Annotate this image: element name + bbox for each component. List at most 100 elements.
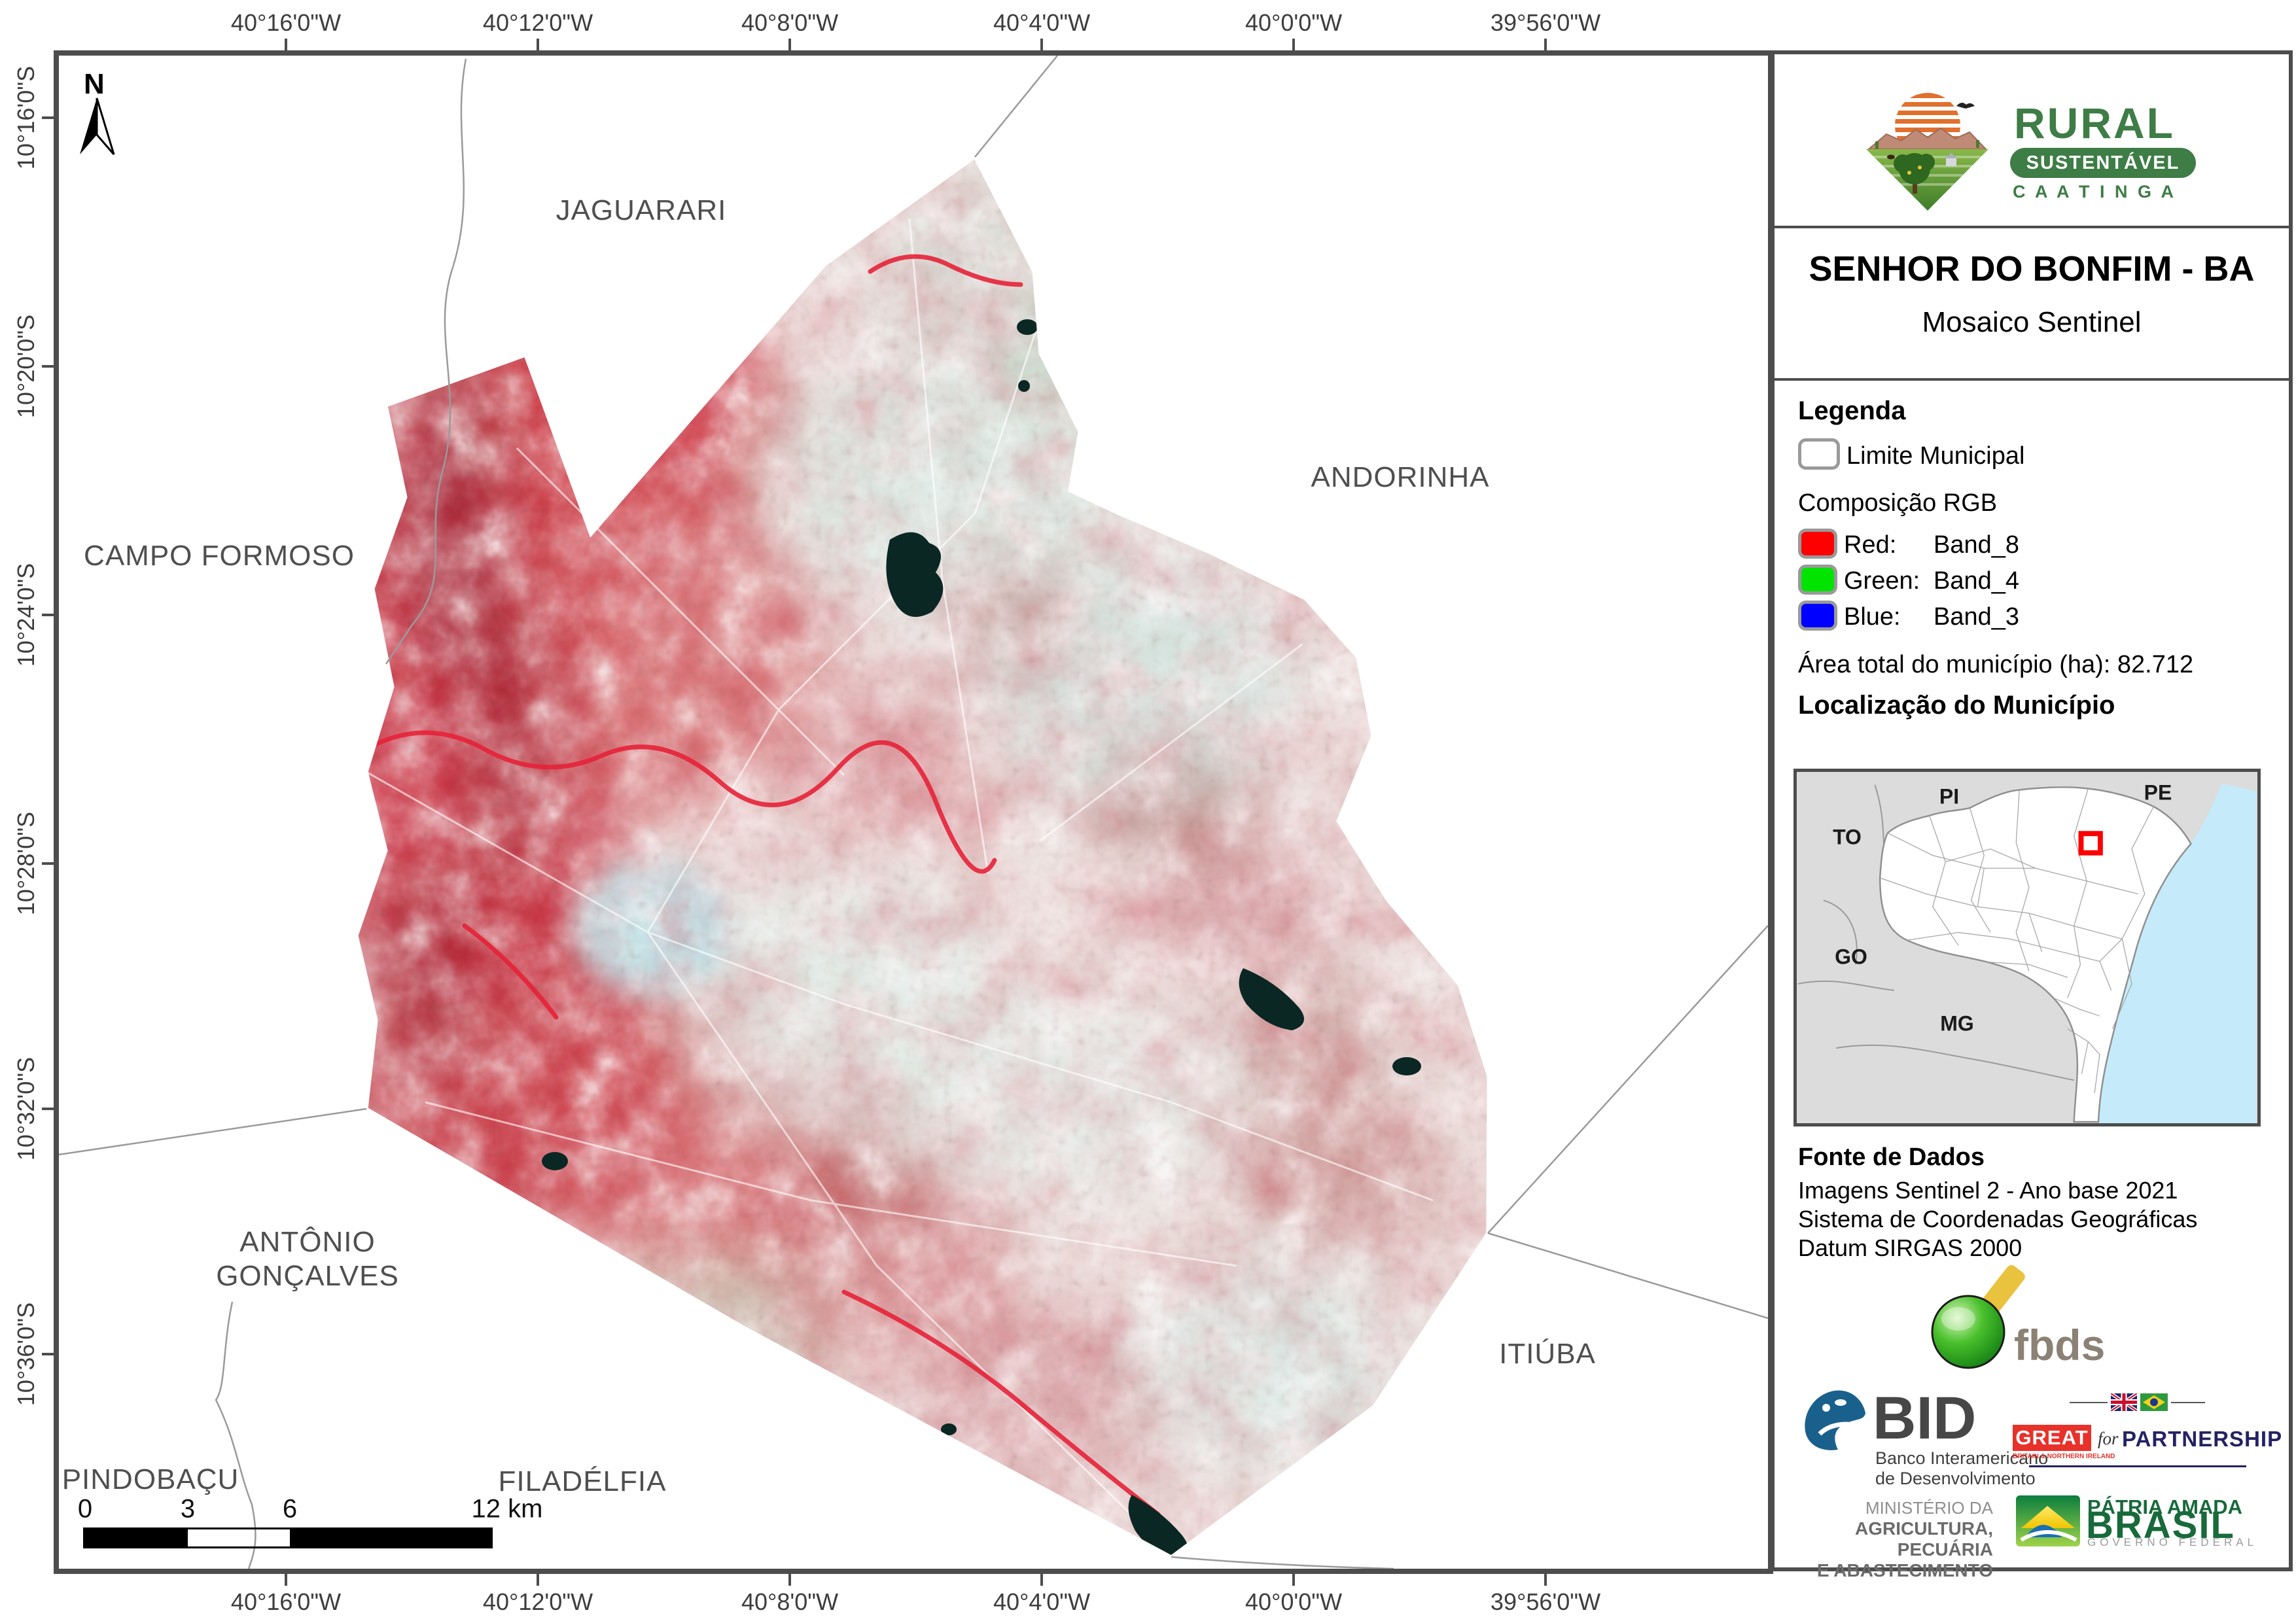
lon-label-top: 40°16'0"W [230,9,342,36]
tick-mark [788,1574,791,1586]
panel-divider [1775,226,2289,228]
neighbor-label-andorinha: ANDORINHA [1311,461,1490,493]
map-title: SENHOR DO BONFIM - BA [1809,249,2255,288]
hut-icon [1945,153,1958,166]
tick-mark [42,365,54,368]
great-box: GREAT [2013,1425,2091,1451]
legend-heading: Legenda [1798,396,1906,425]
tick-mark [1544,1574,1547,1586]
tick-mark [1040,39,1043,50]
neighbor-boundaries [59,56,1768,1569]
legend-band: Band_4 [1934,567,2020,595]
panel-frame [1771,50,2293,1571]
satellite-mosaic [59,56,1768,1569]
ministerio-block: MINISTÉRIO DA AGRICULTURA, PECUÁRIA E AB… [1798,1498,1993,1581]
legend-area-total: Área total do município (ha): 82.712 [1798,651,2194,678]
tick-mark [537,39,539,50]
inset-state-mg: MG [1940,1011,1974,1036]
inset-state-pe: PE [2144,780,2172,805]
great-for: for [2098,1429,2119,1448]
legend-swatch-blue [1798,601,1837,631]
partnership-underline [2029,1465,2246,1467]
legend-channel: Blue: [1844,603,1901,631]
tick-mark [42,862,54,865]
fonte-heading: Fonte de Dados [1798,1143,1985,1171]
lon-label-bottom: 40°0'0"W [1245,1588,1343,1615]
legend-swatch-green [1798,565,1837,595]
neighbor-label-antonio-goncalves: ANTÔNIO GONÇALVES [216,1225,399,1293]
lon-label-bottom: 39°56'0"W [1490,1588,1601,1615]
neighbor-label-itiuba: ITIÚBA [1499,1338,1596,1370]
brand-rural: RURAL [2014,99,2175,147]
brand-caatinga: C A A T I N G A [2013,182,2176,201]
lat-label: 10°28'0"S [12,811,39,916]
tree-icon [1894,153,1935,194]
bid-subtitle-line: de Desenvolvimento [1875,1469,2036,1488]
tick-mark [42,614,54,616]
fonte-line: Imagens Sentinel 2 - Ano base 2021 [1798,1177,2178,1204]
north-label: N [84,68,105,100]
brasil-line1: PÁTRIA AMADA [2087,1495,2243,1518]
neighbor-label-line: ANTÔNIO [239,1226,376,1258]
lon-label-top: 40°8'0"W [741,9,839,36]
tick-mark [1040,1574,1043,1586]
scalebar-segment [188,1529,290,1546]
great-subtext: BRITAIN & NORTHERN IRELAND [2013,1453,2115,1460]
tick-mark [42,1108,54,1110]
scalebar-label-3: 3 [180,1494,196,1524]
scalebar-segment [85,1529,188,1546]
uk-flag-icon [2111,1393,2137,1411]
lon-label-bottom: 40°16'0"W [230,1588,342,1615]
tick-mark [1292,1574,1295,1586]
scalebar-label-12: 12 km [471,1494,543,1524]
brasil-line2: BRASIL [2086,1504,2235,1546]
scalebar-label-6: 6 [282,1494,298,1524]
fonte-line: Datum SIRGAS 2000 [1798,1234,2022,1261]
ministerio-line: MINISTÉRIO DA [1865,1498,1993,1518]
inset-state-pi: PI [1939,784,1960,809]
lon-label-top: 39°56'0"W [1490,9,1601,36]
inset-state-to: TO [1833,825,1862,849]
tick-mark [285,39,287,50]
north-arrow-icon [80,97,115,155]
brasil-gov-logo-icon [2016,1495,2080,1546]
ministerio-line: AGRICULTURA, PECUÁRIA [1854,1518,1993,1560]
municipal-boundary [355,154,1491,1559]
lat-label: 10°16'0"S [12,65,39,170]
lat-label: 10°32'0"S [12,1056,39,1161]
great-partnership: PARTNERSHIP [2122,1427,2283,1451]
fbds-wordmark: fbds [2014,1321,2106,1369]
bid-logo-icon [1805,1390,1865,1450]
lon-label-bottom: 40°12'0"W [482,1588,593,1615]
flag-divider [2070,1402,2108,1403]
fonte-line: Sistema de Coordenadas Geográficas [1798,1206,2198,1232]
neighbor-label-jaguarari: JAGUARARI [556,194,727,226]
location-heading: Localização do Município [1798,691,2115,720]
tick-mark [42,1353,54,1355]
tick-mark [537,1574,539,1586]
legend-band: Band_3 [1934,603,2020,631]
ministerio-line: E ABASTECIMENTO [1816,1560,1993,1580]
ocean [2098,783,2257,1123]
map-subtitle: Mosaico Sentinel [1922,306,2142,338]
legend-channel: Red: [1844,531,1897,559]
location-inset-map [1793,769,2261,1126]
legend-swatch-red [1798,529,1837,559]
lat-label: 10°36'0"S [12,1302,39,1406]
legend-limite-label: Limite Municipal [1846,442,2025,470]
scalebar-segment [290,1529,491,1546]
legend-limite-swatch [1798,438,1840,470]
tick-mark [788,39,791,50]
brand-sustentavel: SUSTENTÁVEL [2010,148,2196,178]
lon-label-top: 40°12'0"W [482,9,593,36]
neighbor-label-pindobacu: PINDOBAÇU [62,1463,239,1495]
municipality-marker [2078,831,2103,856]
lat-label: 10°24'0"S [12,563,39,667]
bird-icon [1956,102,1975,109]
municipality-mesh [1879,788,2154,1093]
brasil-line3: GOVERNO FEDERAL [2087,1536,2258,1548]
brazil-flag-icon [2140,1393,2168,1411]
rural-sustentavel-caatinga-logo-icon [1866,93,1988,211]
legend-band: Band_8 [1934,531,2020,559]
